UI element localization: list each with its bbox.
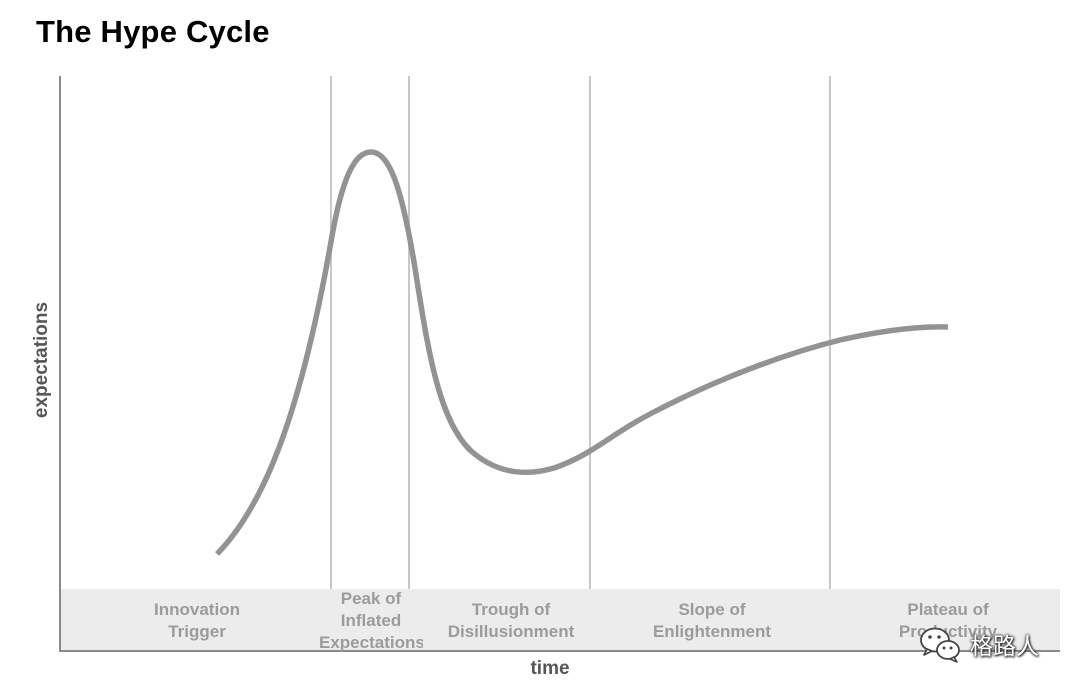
phase-label-line: Inflated <box>340 611 402 630</box>
hype-curve <box>215 149 949 556</box>
diagram-title: The Hype Cycle <box>36 14 270 49</box>
phase-label-line: Innovation <box>154 600 240 619</box>
phase-label-line: Expectations <box>319 633 423 652</box>
phase-label-line: Trough of <box>471 600 551 619</box>
phase-label-line: Plateau of <box>907 600 989 619</box>
phase-band <box>60 589 1060 651</box>
x-axis-label: time <box>530 658 570 679</box>
phase-label-line: Trigger <box>168 622 226 641</box>
watermark-text: 格路人 <box>970 634 1039 660</box>
watermark: 格路人 <box>918 624 1039 664</box>
phase-label-slope-of-enlightenment: Slope of Enlightenment <box>653 599 771 643</box>
phase-label-innovation-trigger: Innovation Trigger <box>154 599 240 643</box>
phase-label-trough-of-disillusionment: Trough of Disillusionment <box>448 599 575 643</box>
wechat-icon <box>920 627 960 663</box>
y-axis-label: expectations <box>31 301 52 419</box>
phase-label-line: Slope of <box>678 600 746 619</box>
phase-label-line: Peak of <box>340 589 402 608</box>
phase-label-line: Disillusionment <box>447 622 575 641</box>
phase-label-peak-of-inflated-expectations: Peak of Inflated Expectations <box>319 588 423 654</box>
phase-label-line: Enlightenment <box>652 622 772 641</box>
